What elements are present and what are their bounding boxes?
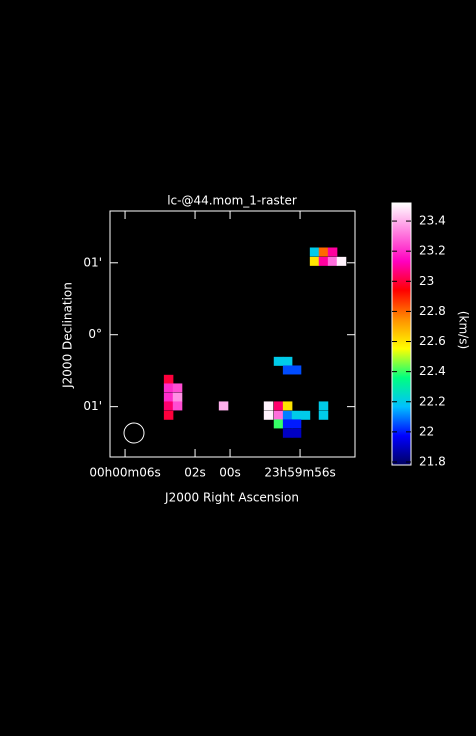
pixel <box>172 401 183 411</box>
pixel <box>163 410 174 420</box>
pixel <box>336 256 347 266</box>
colorbar-tick-label: 23 <box>419 274 434 288</box>
pixel <box>309 247 320 257</box>
pixel <box>282 428 293 438</box>
pixel <box>318 256 329 266</box>
colorbar-tick-label: 23.4 <box>419 214 446 228</box>
pixel <box>273 410 284 420</box>
pixel <box>327 256 338 266</box>
pixel <box>282 365 293 375</box>
pixel <box>282 419 293 429</box>
colorbar-tick-label: 23.2 <box>419 244 446 258</box>
colorbar <box>391 202 412 466</box>
pixel <box>263 410 274 420</box>
pixel <box>163 383 174 393</box>
y-axis-label: J2000 Declination <box>61 282 75 389</box>
colorbar-tick-label: 21.8 <box>419 454 446 468</box>
pixel <box>309 256 320 266</box>
pixel <box>327 247 338 257</box>
pixel <box>291 410 302 420</box>
pixel <box>172 392 183 402</box>
colorbar-label: (km/s) <box>457 311 471 349</box>
colorbar-tick-label: 22 <box>419 424 434 438</box>
x-axis-label: J2000 Right Ascension <box>164 491 299 505</box>
y-tick-label: 01' <box>83 255 102 269</box>
pixel <box>318 401 329 411</box>
pixel <box>318 410 329 420</box>
pixel <box>163 392 174 402</box>
pixel <box>291 419 302 429</box>
colorbar-tick-label: 22.6 <box>419 334 446 348</box>
colorbar-tick-label: 22.4 <box>419 364 446 378</box>
pixel <box>263 401 274 411</box>
pixel <box>163 401 174 411</box>
pixel <box>282 401 293 411</box>
pixel <box>300 410 311 420</box>
pixel <box>291 428 302 438</box>
colorbar-tick-label: 22.2 <box>419 394 446 408</box>
colorbar-tick-label: 22.8 <box>419 304 446 318</box>
pixel <box>273 401 284 411</box>
y-tick-label: 0° <box>88 327 102 341</box>
plot-frame <box>109 210 356 458</box>
x-tick-label: 23h59m56s <box>264 466 335 480</box>
pixel <box>163 374 174 384</box>
pixel <box>282 356 293 366</box>
pixel <box>172 383 183 393</box>
pixel <box>318 247 329 257</box>
x-tick-label: 00h00m06s <box>89 466 160 480</box>
pixel <box>282 410 293 420</box>
pixel <box>273 356 284 366</box>
chart-title: lc-@44.mom_1-raster <box>167 194 297 208</box>
x-tick-label: 00s <box>219 466 241 480</box>
beam <box>123 422 145 444</box>
pixel <box>273 419 284 429</box>
pixel <box>291 365 302 375</box>
pixel <box>218 401 229 411</box>
x-tick-label: 02s <box>184 466 206 480</box>
y-tick-label: 01' <box>83 399 102 413</box>
